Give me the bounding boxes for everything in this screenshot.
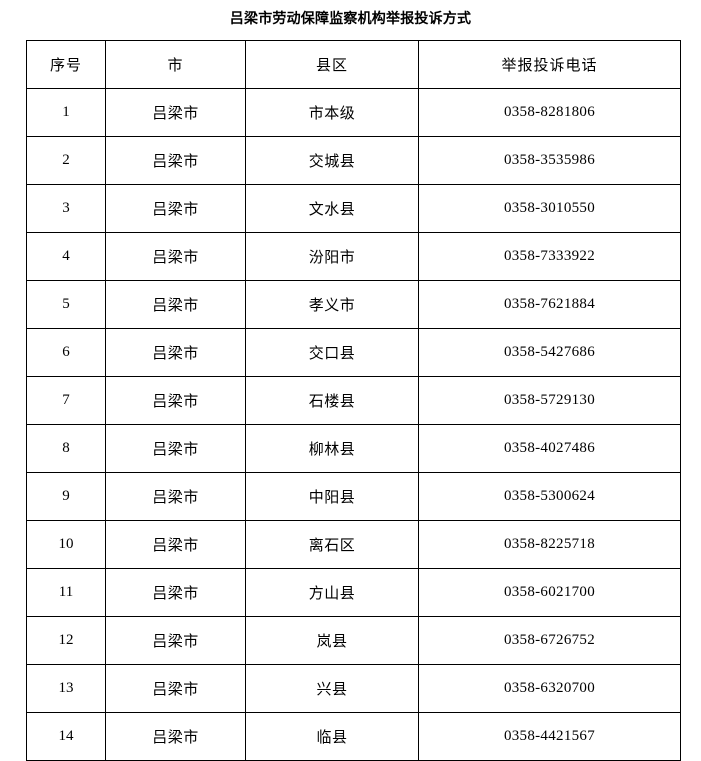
cell-phone: 0358-7333922 <box>418 232 681 281</box>
table-row: 1 吕梁市 市本级 0358-8281806 <box>26 88 681 137</box>
cell-phone: 0358-4027486 <box>418 424 681 473</box>
labor-inspection-contact-table: 序号 市 县区 举报投诉电话 1 吕梁市 市本级 0358-8281806 2 吕梁市 交城… <box>26 40 681 761</box>
cell-county: 中阳县 <box>245 472 419 521</box>
cell-phone: 0358-6320700 <box>418 664 681 713</box>
cell-city: 吕梁市 <box>105 136 246 185</box>
table-row: 5 吕梁市 孝义市 0358-7621884 <box>26 280 681 329</box>
cell-county: 临县 <box>245 712 419 761</box>
cell-city: 吕梁市 <box>105 280 246 329</box>
cell-phone: 0358-5300624 <box>418 472 681 521</box>
cell-city: 吕梁市 <box>105 232 246 281</box>
cell-phone: 0358-7621884 <box>418 280 681 329</box>
cell-phone: 0358-8225718 <box>418 520 681 569</box>
cell-county: 石楼县 <box>245 376 419 425</box>
cell-city: 吕梁市 <box>105 88 246 137</box>
table-body: 1 吕梁市 市本级 0358-8281806 2 吕梁市 交城县 0358-3535986 3 吕… <box>26 88 681 761</box>
table-row: 13 吕梁市 兴县 0358-6320700 <box>26 664 681 713</box>
table-row: 7 吕梁市 石楼县 0358-5729130 <box>26 376 681 425</box>
column-header-index: 序号 <box>26 40 106 89</box>
cell-city: 吕梁市 <box>105 568 246 617</box>
column-header-city: 市 <box>105 40 246 89</box>
table-row: 6 吕梁市 交口县 0358-5427686 <box>26 328 681 377</box>
table-row: 9 吕梁市 中阳县 0358-5300624 <box>26 472 681 521</box>
cell-phone: 0358-3535986 <box>418 136 681 185</box>
cell-county: 方山县 <box>245 568 419 617</box>
table-header-row: 序号 市 县区 举报投诉电话 <box>26 40 681 89</box>
cell-city: 吕梁市 <box>105 376 246 425</box>
cell-phone: 0358-6021700 <box>418 568 681 617</box>
cell-index: 6 <box>26 328 106 377</box>
cell-index: 3 <box>26 184 106 233</box>
cell-city: 吕梁市 <box>105 472 246 521</box>
cell-city: 吕梁市 <box>105 184 246 233</box>
cell-county: 交城县 <box>245 136 419 185</box>
cell-county: 岚县 <box>245 616 419 665</box>
table-row: 4 吕梁市 汾阳市 0358-7333922 <box>26 232 681 281</box>
table-row: 12 吕梁市 岚县 0358-6726752 <box>26 616 681 665</box>
cell-county: 市本级 <box>245 88 419 137</box>
cell-county: 交口县 <box>245 328 419 377</box>
cell-city: 吕梁市 <box>105 712 246 761</box>
cell-index: 2 <box>26 136 106 185</box>
cell-phone: 0358-5729130 <box>418 376 681 425</box>
cell-city: 吕梁市 <box>105 328 246 377</box>
column-header-phone: 举报投诉电话 <box>418 40 681 89</box>
contact-table-container: 序号 市 县区 举报投诉电话 1 吕梁市 市本级 0358-8281806 2 吕梁市 交城… <box>26 40 681 761</box>
cell-phone: 0358-3010550 <box>418 184 681 233</box>
cell-phone: 0358-6726752 <box>418 616 681 665</box>
cell-phone: 0358-8281806 <box>418 88 681 137</box>
cell-index: 13 <box>26 664 106 713</box>
cell-county: 汾阳市 <box>245 232 419 281</box>
cell-index: 1 <box>26 88 106 137</box>
cell-city: 吕梁市 <box>105 616 246 665</box>
cell-index: 7 <box>26 376 106 425</box>
cell-index: 12 <box>26 616 106 665</box>
cell-city: 吕梁市 <box>105 424 246 473</box>
cell-phone: 0358-4421567 <box>418 712 681 761</box>
cell-county: 文水县 <box>245 184 419 233</box>
table-row: 14 吕梁市 临县 0358-4421567 <box>26 712 681 761</box>
cell-city: 吕梁市 <box>105 664 246 713</box>
cell-index: 4 <box>26 232 106 281</box>
table-row: 3 吕梁市 文水县 0358-3010550 <box>26 184 681 233</box>
column-header-county: 县区 <box>245 40 419 89</box>
cell-city: 吕梁市 <box>105 520 246 569</box>
cell-index: 9 <box>26 472 106 521</box>
cell-index: 10 <box>26 520 106 569</box>
cell-county: 离石区 <box>245 520 419 569</box>
cell-county: 柳林县 <box>245 424 419 473</box>
page-title: 吕梁市劳动保障监察机构举报投诉方式 <box>229 10 472 26</box>
table-row: 10 吕梁市 离石区 0358-8225718 <box>26 520 681 569</box>
table-row: 2 吕梁市 交城县 0358-3535986 <box>26 136 681 185</box>
cell-county: 兴县 <box>245 664 419 713</box>
cell-county: 孝义市 <box>245 280 419 329</box>
cell-index: 8 <box>26 424 106 473</box>
cell-phone: 0358-5427686 <box>418 328 681 377</box>
table-header: 序号 市 县区 举报投诉电话 <box>26 40 681 89</box>
table-row: 11 吕梁市 方山县 0358-6021700 <box>26 568 681 617</box>
cell-index: 5 <box>26 280 106 329</box>
table-row: 8 吕梁市 柳林县 0358-4027486 <box>26 424 681 473</box>
cell-index: 11 <box>26 568 106 617</box>
cell-index: 14 <box>26 712 106 761</box>
